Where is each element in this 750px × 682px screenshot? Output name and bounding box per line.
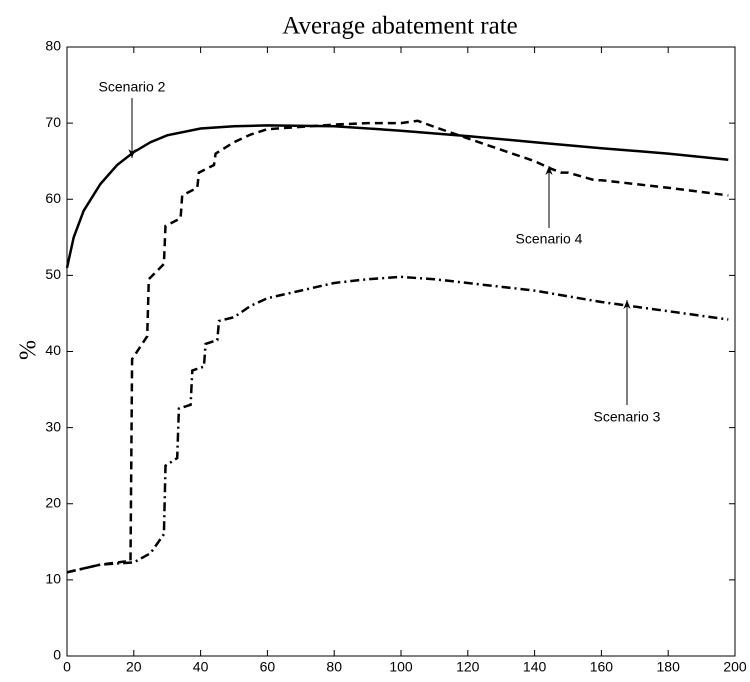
line-series bbox=[66, 119, 729, 574]
annotation-label: Scenario 3 bbox=[594, 409, 661, 425]
x-tick-label: 60 bbox=[260, 659, 276, 675]
chart-title: Average abatement rate bbox=[282, 13, 518, 40]
x-tick-label: 200 bbox=[723, 659, 747, 675]
y-tick-label: 70 bbox=[45, 114, 61, 130]
x-tick-label: 140 bbox=[523, 659, 547, 675]
x-tick-label: 20 bbox=[126, 659, 142, 675]
y-tick-label: 40 bbox=[45, 342, 61, 358]
x-tick-label: 0 bbox=[63, 659, 71, 675]
y-tick-label: 30 bbox=[45, 418, 61, 434]
x-tick-label: 160 bbox=[590, 659, 614, 675]
line-series bbox=[65, 124, 729, 269]
annotation-label: Scenario 2 bbox=[99, 79, 166, 95]
x-tick-label: 180 bbox=[657, 659, 681, 675]
x-tick-label: 80 bbox=[326, 659, 342, 675]
annotation-label: Scenario 4 bbox=[516, 231, 583, 247]
y-tick-label: 60 bbox=[45, 190, 61, 206]
x-tick-label: 100 bbox=[389, 659, 413, 675]
x-tick-label: 120 bbox=[456, 659, 480, 675]
y-tick-label: 20 bbox=[45, 494, 61, 510]
line-series bbox=[66, 275, 729, 574]
y-tick-label: 50 bbox=[45, 266, 61, 282]
y-tick-label: 0 bbox=[53, 647, 61, 663]
y-tick-label: 80 bbox=[45, 38, 61, 54]
y-axis-label: % bbox=[16, 340, 42, 360]
y-tick-label: 10 bbox=[45, 571, 61, 587]
x-tick-label: 40 bbox=[193, 659, 209, 675]
plot-frame bbox=[66, 46, 736, 657]
